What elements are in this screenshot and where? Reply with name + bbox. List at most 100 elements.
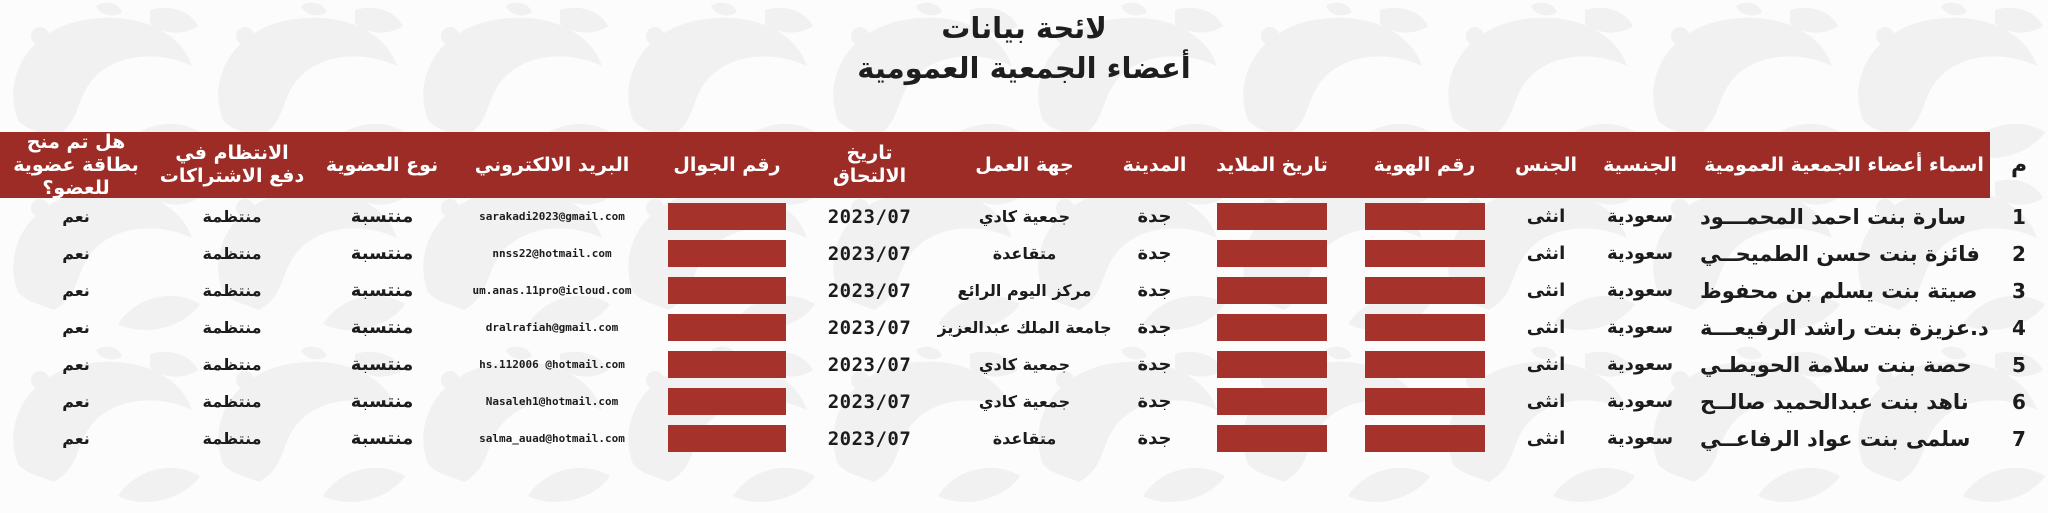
cell-gender: انثى xyxy=(1526,354,1566,375)
cell-row-number: 6 xyxy=(2012,389,2026,414)
cell-workplace: جمعية كادي xyxy=(978,355,1071,374)
table-header-row: م اسماء أعضاء الجمعية العمومية الجنسية ا… xyxy=(0,131,2048,199)
table-row: 6 ناهد بنت عبدالحميد صالــح سعودية انثى … xyxy=(0,383,2048,420)
cell-id-number xyxy=(1347,383,1502,420)
table-row: 5 حصة بنت سلامة الحويطـي سعودية انثى جدة… xyxy=(0,346,2048,383)
cell-mobile-number xyxy=(652,346,802,383)
cell-member-name: حصة بنت سلامة الحويطـي xyxy=(1700,352,1972,377)
column-header-mobile: رقم الجوال xyxy=(652,132,802,198)
cell-member-name: فائزة بنت حسن الطميحــي xyxy=(1700,241,1980,266)
cell-mobile-number xyxy=(652,309,802,346)
redaction-bar-mobile xyxy=(668,425,786,452)
cell-payment-status: منتظمة xyxy=(202,244,262,263)
cell-gender: انثى xyxy=(1526,428,1566,449)
cell-card-granted: نعم xyxy=(62,281,90,300)
cell-birth-date xyxy=(1197,309,1347,346)
cell-nationality: سعودية xyxy=(1606,391,1674,412)
redaction-bar-mobile xyxy=(668,203,786,230)
cell-payment-status: منتظمة xyxy=(202,355,262,374)
cell-join-date: 2023/07 xyxy=(827,205,912,228)
redaction-bar-id xyxy=(1364,425,1485,452)
cell-id-number xyxy=(1347,346,1502,383)
cell-gender: انثى xyxy=(1526,391,1566,412)
table-body: 1 سارة بنت احمد المحمـــود سعودية انثى ج… xyxy=(0,198,2048,457)
column-header-name: اسماء أعضاء الجمعية العمومية xyxy=(1690,132,1990,198)
column-header-email: البريد الالكتروني xyxy=(452,132,652,198)
cell-id-number xyxy=(1347,309,1502,346)
redaction-bar-birth xyxy=(1217,314,1327,341)
table-row: 1 سارة بنت احمد المحمـــود سعودية انثى ج… xyxy=(0,198,2048,235)
cell-mobile-number xyxy=(652,383,802,420)
cell-workplace: متقاعدة xyxy=(992,429,1057,448)
cell-row-number: 5 xyxy=(2012,352,2026,377)
column-header-num: م xyxy=(2010,152,2028,178)
cell-join-date: 2023/07 xyxy=(827,390,912,413)
cell-membership-type: منتسبة xyxy=(350,391,414,412)
cell-id-number xyxy=(1347,272,1502,309)
redaction-bar-birth xyxy=(1217,425,1327,452)
table-row: 7 سلمى بنت عواد الرفاعــي سعودية انثى جد… xyxy=(0,420,2048,457)
cell-gender: انثى xyxy=(1526,243,1566,264)
cell-join-date: 2023/07 xyxy=(827,353,912,376)
cell-city: جدة xyxy=(1137,428,1172,449)
cell-nationality: سعودية xyxy=(1606,354,1674,375)
redaction-bar-birth xyxy=(1217,277,1327,304)
cell-workplace: جمعية كادي xyxy=(978,392,1071,411)
cell-member-name: صيتة بنت يسلم بن محفوظ xyxy=(1700,278,1978,303)
redaction-bar-id xyxy=(1364,351,1485,378)
cell-email: Nasaleh1@hotmail.com xyxy=(485,395,619,408)
cell-mobile-number xyxy=(652,272,802,309)
redaction-bar-mobile xyxy=(668,277,786,304)
cell-row-number: 1 xyxy=(2012,204,2026,229)
cell-nationality: سعودية xyxy=(1606,206,1674,227)
column-header-work: جهة العمل xyxy=(937,132,1112,198)
column-header-birth: تاريخ الملايد xyxy=(1197,132,1347,198)
redaction-bar-id xyxy=(1364,203,1485,230)
cell-membership-type: منتسبة xyxy=(350,317,414,338)
cell-email: nnss22@hotmail.com xyxy=(492,247,612,260)
column-header-payment: الانتظام في دفع الاشتراكات xyxy=(152,132,312,198)
cell-join-date: 2023/07 xyxy=(827,279,912,302)
cell-membership-type: منتسبة xyxy=(350,243,414,264)
cell-membership-type: منتسبة xyxy=(350,354,414,375)
cell-nationality: سعودية xyxy=(1606,317,1674,338)
cell-birth-date xyxy=(1197,346,1347,383)
redaction-bar-birth xyxy=(1217,351,1327,378)
cell-payment-status: منتظمة xyxy=(202,318,262,337)
cell-mobile-number xyxy=(652,198,802,235)
cell-nationality: سعودية xyxy=(1606,243,1674,264)
redaction-bar-id xyxy=(1364,314,1485,341)
redaction-bar-birth xyxy=(1217,203,1327,230)
column-header-gender: الجنس xyxy=(1502,132,1590,198)
redaction-bar-mobile xyxy=(668,351,786,378)
cell-city: جدة xyxy=(1137,391,1172,412)
cell-payment-status: منتظمة xyxy=(202,207,262,226)
cell-card-granted: نعم xyxy=(62,244,90,263)
redaction-bar-mobile xyxy=(668,314,786,341)
cell-birth-date xyxy=(1197,420,1347,457)
cell-gender: انثى xyxy=(1526,280,1566,301)
cell-city: جدة xyxy=(1137,354,1172,375)
cell-membership-type: منتسبة xyxy=(350,428,414,449)
cell-row-number: 3 xyxy=(2012,278,2026,303)
cell-email: sarakadi2023@gmail.com xyxy=(479,210,625,223)
cell-email: hs.112006 @hotmail.com xyxy=(479,358,625,371)
cell-mobile-number xyxy=(652,420,802,457)
cell-id-number xyxy=(1347,420,1502,457)
cell-join-date: 2023/07 xyxy=(827,242,912,265)
column-header-membership: نوع العضوية xyxy=(312,132,452,198)
cell-member-name: د.عزيزة بنت راشد الرفيعـــة xyxy=(1700,315,1989,340)
cell-payment-status: منتظمة xyxy=(202,392,262,411)
cell-id-number xyxy=(1347,235,1502,272)
cell-join-date: 2023/07 xyxy=(827,427,912,450)
cell-row-number: 7 xyxy=(2012,426,2026,451)
table-row: 3 صيتة بنت يسلم بن محفوظ سعودية انثى جدة… xyxy=(0,272,2048,309)
column-header-card: هل تم منح بطاقة عضوية للعضو؟ xyxy=(0,131,152,199)
cell-member-name: ناهد بنت عبدالحميد صالــح xyxy=(1700,389,1969,414)
cell-row-number: 2 xyxy=(2012,241,2026,266)
cell-nationality: سعودية xyxy=(1606,428,1674,449)
cell-membership-type: منتسبة xyxy=(350,206,414,227)
redaction-bar-id xyxy=(1364,277,1485,304)
cell-membership-type: منتسبة xyxy=(350,280,414,301)
cell-workplace: جامعة الملك عبدالعزيز xyxy=(937,318,1112,337)
